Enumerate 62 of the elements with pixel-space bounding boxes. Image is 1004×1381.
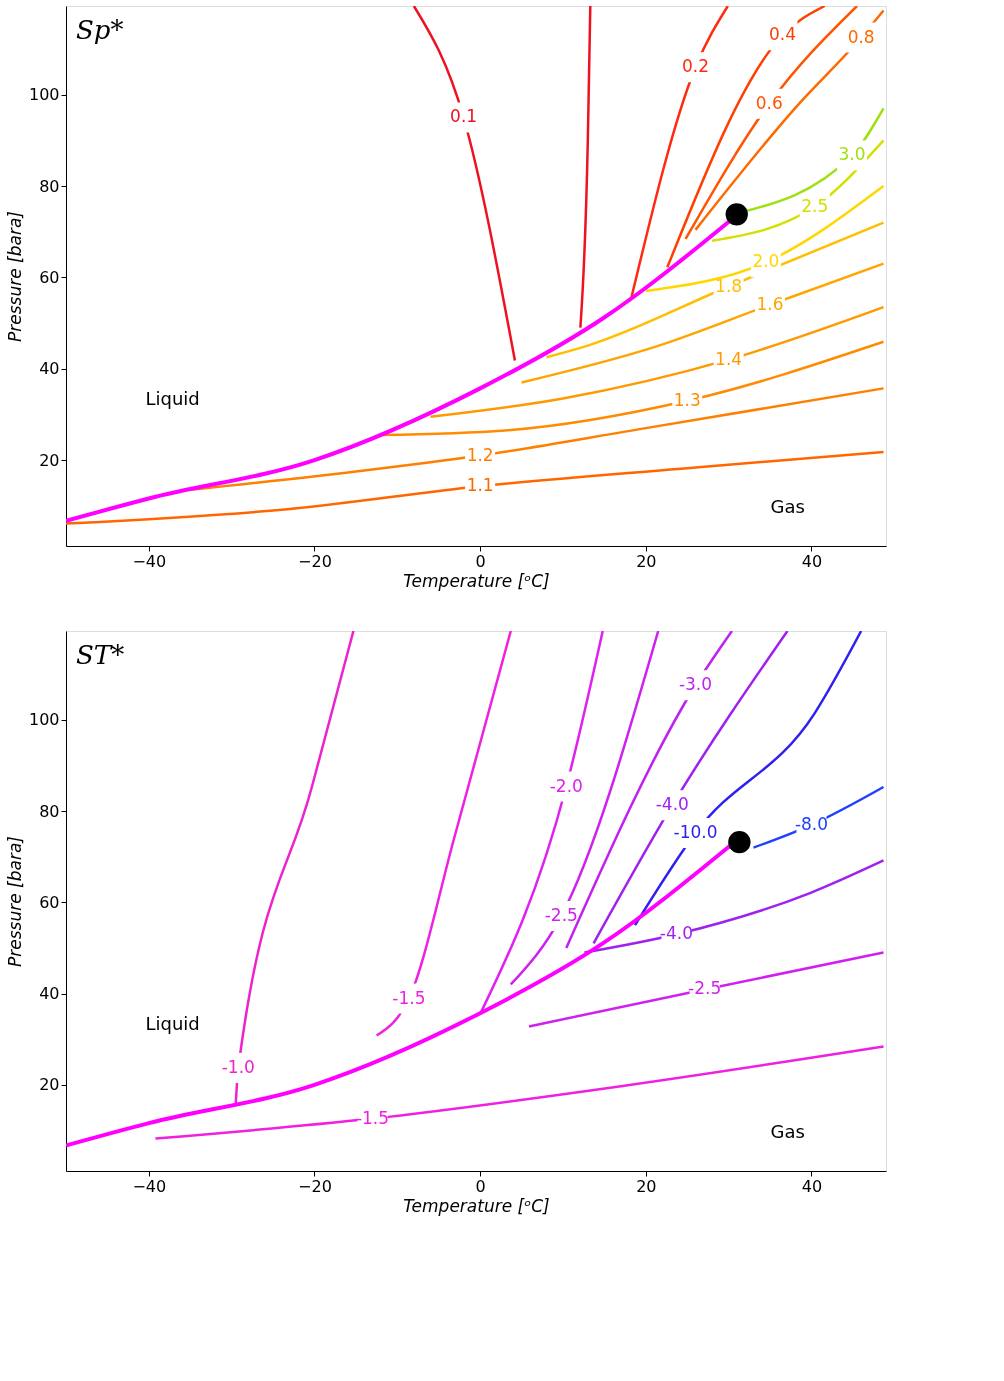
series-label: -10.0 <box>673 822 718 843</box>
series-label: 1.8 <box>715 275 743 296</box>
series-label: 1.6 <box>756 293 784 314</box>
point <box>725 203 748 226</box>
y-tick-label: 40 <box>39 359 60 379</box>
y-tick-label: 80 <box>39 176 60 196</box>
series-label: 0.2 <box>681 56 710 77</box>
x-axis-title: Temperature [ᵒC] <box>403 570 550 591</box>
y-tick-label: 20 <box>39 450 60 470</box>
x-tick-label: 40 <box>801 551 823 571</box>
series-label: 0.8 <box>847 26 875 47</box>
series-label: -2.5 <box>544 905 578 926</box>
y-tick-label: 100 <box>28 85 60 105</box>
y-tick-label: 20 <box>39 1075 60 1095</box>
annotation: Gas <box>770 496 805 518</box>
chart-title: ST* <box>76 640 125 670</box>
y-tick-label: 60 <box>39 267 60 287</box>
point <box>728 831 751 854</box>
annotation: Liquid <box>145 1013 200 1035</box>
y-tick-label: 60 <box>39 892 60 912</box>
x-tick-label: 20 <box>636 551 657 571</box>
series-label: 1.4 <box>715 348 743 369</box>
x-tick-label: 20 <box>636 1176 657 1196</box>
series-label: -2.0 <box>549 775 583 796</box>
line-series <box>633 631 863 927</box>
line-series <box>583 859 885 954</box>
series-label: 0.4 <box>768 24 796 45</box>
series-label: -2.5 <box>688 978 722 999</box>
y-tick-label: 80 <box>39 801 60 821</box>
series-label: -4.0 <box>655 794 689 815</box>
series-label: 0.6 <box>755 92 783 113</box>
series-label: -1.5 <box>355 1107 390 1128</box>
series-label: 3.0 <box>838 144 866 165</box>
series-label: 1.3 <box>673 389 701 410</box>
annotation: Gas <box>770 1121 805 1143</box>
x-tick-label: 0 <box>475 551 486 571</box>
x-tick-label: −40 <box>132 1176 167 1196</box>
series-label: 2.0 <box>752 251 780 272</box>
annotation: Liquid <box>145 388 200 410</box>
series-label: 2.5 <box>801 195 829 216</box>
y-tick-label: 100 <box>28 710 60 730</box>
line-series <box>66 450 885 525</box>
series-label: 0.1 <box>450 106 478 127</box>
line-series <box>154 1045 885 1140</box>
y-axis-title: Pressure [bara] <box>4 836 25 967</box>
series-label: -1.0 <box>221 1056 255 1077</box>
x-tick-label: 40 <box>801 1176 823 1196</box>
chart-title: Sp* <box>76 15 124 45</box>
x-axis-title: Temperature [ᵒC] <box>403 1195 550 1216</box>
series-label: -3.0 <box>678 674 713 695</box>
series-label: -4.0 <box>659 923 694 944</box>
series-label: 1.1 <box>466 475 494 496</box>
series-label: -1.5 <box>392 987 426 1008</box>
x-tick-label: 0 <box>475 1176 486 1196</box>
y-tick-label: 40 <box>39 984 60 1004</box>
series-label: 1.2 <box>466 444 494 465</box>
y-axis-title: Pressure [bara] <box>4 211 25 342</box>
x-tick-label: −20 <box>298 1176 332 1196</box>
x-tick-label: −40 <box>132 551 167 571</box>
line-series <box>375 631 513 1037</box>
x-tick-label: −20 <box>298 551 332 571</box>
series-label: -8.0 <box>794 813 829 834</box>
